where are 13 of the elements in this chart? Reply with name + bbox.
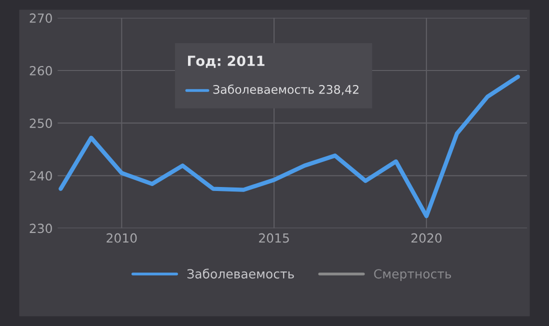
annotation: Год: 2011 — [188, 56, 264, 68]
y-tick-label: 230 — [30, 224, 52, 234]
x-tick-label: 2015 — [259, 233, 289, 243]
y-tick-label: 250 — [30, 118, 52, 128]
y-tick-label: 240 — [30, 171, 52, 181]
legend-label: Заболеваемость — [187, 268, 294, 279]
x-tick-label: 2020 — [411, 233, 442, 243]
line-series — [58, 74, 520, 218]
y-tick-label: 270 — [30, 13, 52, 23]
annotation: Заболеваемость 238,42 — [213, 84, 358, 96]
legend-label: Смертность — [374, 269, 452, 281]
x-tick-label: 2010 — [106, 233, 137, 243]
y-tick-label: 260 — [30, 66, 52, 76]
